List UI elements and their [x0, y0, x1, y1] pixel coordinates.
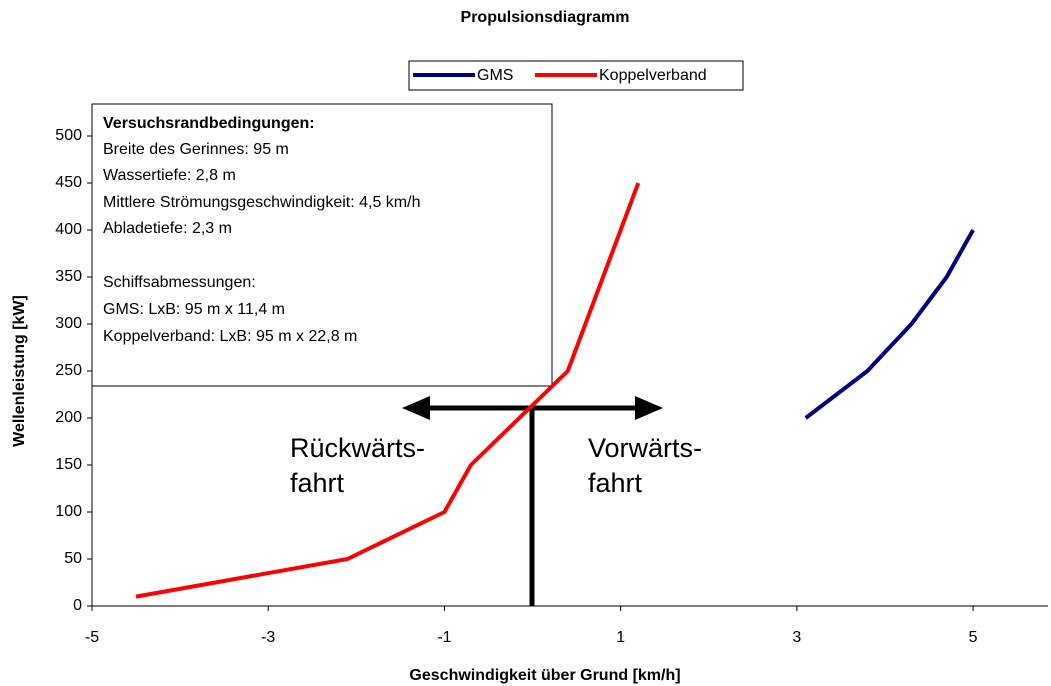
info-line: Mittlere Strömungsgeschwindigkeit: 4,5 k…: [103, 194, 420, 211]
y-tick-label: 150: [55, 456, 82, 473]
legend-label: Koppelverband: [599, 67, 707, 84]
annotation: fahrt: [588, 468, 643, 498]
x-tick-label: -1: [437, 629, 451, 646]
y-tick-label: 250: [55, 362, 82, 379]
x-tick-label: 1: [616, 629, 625, 646]
y-tick-label: 300: [55, 315, 82, 332]
annotation: Rückwärts-: [290, 433, 425, 463]
y-tick-label: 350: [55, 268, 82, 285]
annotation: fahrt: [290, 468, 345, 498]
info-line: Wassertiefe: 2,8 m: [103, 167, 236, 184]
x-tick-label: -3: [261, 629, 275, 646]
x-tick-label: -5: [85, 629, 99, 646]
x-axis-label: Geschwindigkeit über Grund [km/h]: [409, 667, 680, 684]
info-line: Breite des Gerinnes: 95 m: [103, 141, 289, 158]
y-tick-label: 400: [55, 221, 82, 238]
x-tick-label: 3: [792, 629, 801, 646]
annotation: Vorwärts-: [588, 433, 702, 463]
direction-arrows: [402, 396, 663, 606]
x-tick-label: 5: [969, 629, 978, 646]
info-line: GMS: LxB: 95 m x 11,4 m: [103, 301, 285, 318]
y-axis-label: Wellenleistung [kW]: [11, 295, 28, 447]
legend-label: GMS: [477, 67, 513, 84]
info-line: Schiffsabmessungen:: [103, 274, 256, 291]
info-line: Koppelverband: LxB: 95 m x 22,8 m: [103, 328, 357, 345]
series-line: [804, 229, 975, 420]
y-tick-label: 0: [73, 597, 82, 614]
y-tick-label: 450: [55, 174, 82, 191]
chart-title: Propulsionsdiagramm: [461, 9, 630, 26]
y-tick-label: 200: [55, 409, 82, 426]
info-heading: Versuchsrandbedingungen:: [103, 115, 315, 132]
info-box: [91, 103, 553, 387]
y-tick-label: 100: [55, 503, 82, 520]
info-line: Abladetiefe: 2,3 m: [103, 220, 232, 237]
y-tick-label: 500: [55, 127, 82, 144]
series-line: [135, 182, 641, 599]
y-tick-label: 50: [64, 550, 82, 567]
